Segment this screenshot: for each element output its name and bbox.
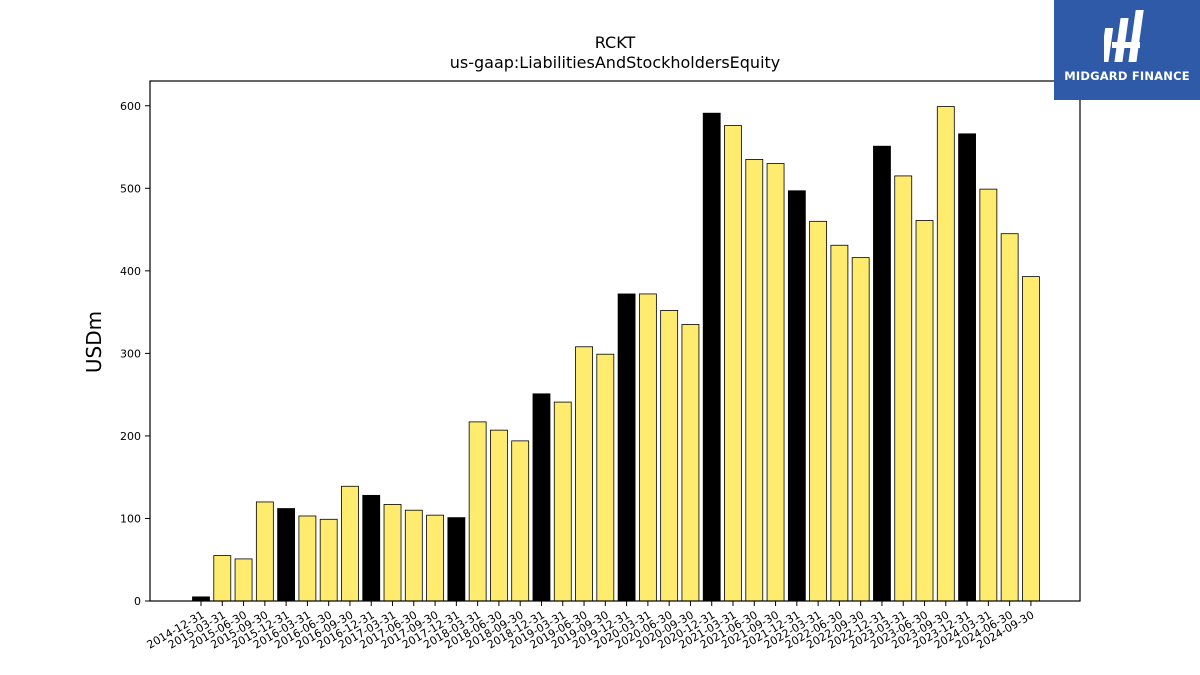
bar-2023-03-31 [894,175,913,602]
bar-2015-06-30 [234,558,253,602]
bar-2016-12-31 [362,494,381,602]
bar-2019-06-30 [575,346,593,602]
chart-title: RCKT [595,33,636,52]
logo-mark-icon [1104,10,1144,62]
chart-subtitle: us-gaap:LiabilitiesAndStockholdersEquity [450,53,781,72]
y-tick-label: 200 [120,430,141,443]
bar-2016-06-30 [319,518,338,602]
y-tick-label: 400 [120,265,141,278]
brand-name: MIDGARD FINANCE [1064,69,1190,83]
brand-logo: MIDGARD FINANCE [1054,0,1200,100]
bar-2018-03-31 [468,421,487,602]
bar-2024-06-30 [1000,233,1019,602]
y-axis-label: USDm [82,311,106,373]
y-tick-label: 100 [120,512,141,525]
bar-2019-12-31 [617,293,636,602]
bar-2016-03-31 [298,515,317,602]
bar-2021-06-30 [745,159,764,602]
y-tick-label: 300 [120,347,141,360]
y-tick-label: 600 [120,100,141,113]
y-tick-label: 0 [134,595,141,608]
y-tick-label: 500 [120,182,141,195]
bar-2019-03-31 [553,401,572,602]
bar-2023-09-30 [936,106,955,602]
bar-2024-03-31 [979,188,998,602]
bar-2015-12-31 [277,508,296,602]
x-axis-ticks: 2014-12-312015-03-312015-06-302015-09-30… [145,601,1036,652]
bar-2017-03-31 [383,504,402,602]
bar-2017-06-30 [404,509,423,602]
bar-2021-09-30 [766,163,785,602]
bar-2020-03-31 [638,293,657,602]
bar-2023-12-31 [958,133,976,602]
bar-2017-09-30 [426,514,444,602]
bar-2021-03-31 [724,125,742,602]
bar-2019-09-30 [596,353,615,602]
bar-2022-09-30 [851,257,870,602]
bars [192,106,1040,602]
bar-2018-12-31 [532,393,551,602]
bar-2015-09-30 [255,501,274,602]
bar-2021-12-31 [787,190,806,602]
bar-2024-09-30 [1022,276,1040,602]
bar-2015-03-31 [213,555,232,602]
bar-2022-06-30 [830,244,849,602]
bar-2020-12-31 [702,112,721,602]
y-axis-ticks: 0 100 200 300 400 500 600 [120,100,150,608]
bar-2018-06-30 [490,429,508,602]
bar-2018-09-30 [511,440,530,602]
bar-2017-12-31 [447,517,466,602]
bar-2016-09-30 [341,485,359,602]
bar-2023-06-30 [915,220,934,602]
bar-2020-09-30 [681,324,700,602]
bar-2022-03-31 [809,220,828,602]
plot-frame [149,80,1081,602]
bar-2014-12-31 [192,596,210,602]
bar-2020-06-30 [660,310,679,602]
bar-2022-12-31 [873,145,891,602]
